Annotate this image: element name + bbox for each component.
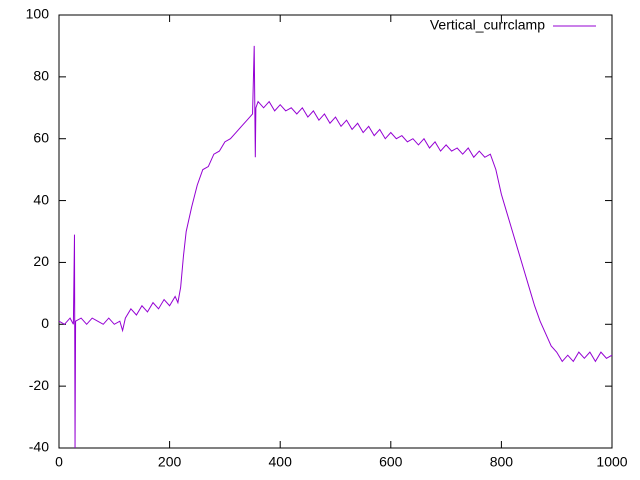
x-tick-label: 400 <box>269 454 293 470</box>
legend-label: Vertical_currclamp <box>430 17 545 33</box>
x-tick-label: 600 <box>379 454 403 470</box>
x-tick-label: 200 <box>158 454 182 470</box>
y-tick-label: -40 <box>29 439 49 455</box>
series-line <box>58 45 613 449</box>
y-tick-label: 0 <box>41 315 49 331</box>
y-tick-label: 40 <box>33 191 49 207</box>
x-tick-label: 1000 <box>596 454 627 470</box>
y-tick-label: 60 <box>33 129 49 145</box>
y-tick-label: 100 <box>26 6 50 22</box>
x-tick-label: 800 <box>490 454 514 470</box>
plot-frame <box>58 14 613 449</box>
y-tick-label: 20 <box>33 253 49 269</box>
x-tick-label: 0 <box>55 454 63 470</box>
y-tick-label: -20 <box>29 377 49 393</box>
y-tick-label: 80 <box>33 68 49 84</box>
